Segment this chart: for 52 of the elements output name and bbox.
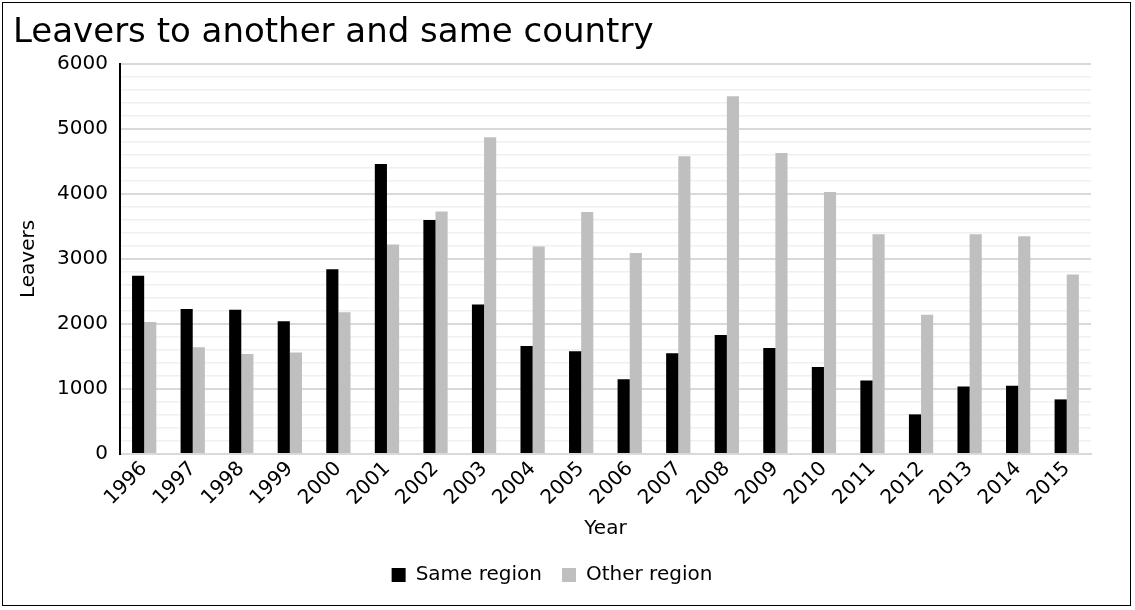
y-tick-label: 5000 — [56, 115, 108, 140]
bar — [484, 137, 497, 454]
bar — [520, 346, 533, 454]
bar — [386, 244, 400, 454]
bar — [569, 351, 582, 454]
bar — [435, 211, 448, 454]
bar — [581, 212, 594, 454]
bar — [666, 353, 679, 454]
legend-label: Same region — [415, 561, 542, 586]
bar — [823, 191, 837, 454]
bar — [872, 234, 885, 454]
y-tick-label: 2000 — [56, 310, 108, 335]
bar — [532, 246, 545, 454]
bar — [338, 312, 351, 454]
y-tick-label: 0 — [95, 440, 108, 465]
bar — [192, 347, 205, 454]
bar — [714, 335, 727, 454]
bar — [678, 156, 691, 454]
legend-label: Other region — [585, 561, 713, 586]
bar — [1054, 399, 1067, 454]
bar — [957, 386, 970, 454]
chart-title: Leavers to another and same country — [13, 10, 654, 51]
bar — [860, 380, 873, 454]
bar — [1006, 385, 1019, 454]
bar — [763, 348, 776, 454]
bar — [471, 304, 485, 454]
bar — [289, 352, 302, 454]
y-tick-label: 4000 — [56, 180, 108, 205]
bar — [617, 379, 630, 454]
bar — [1018, 236, 1031, 454]
bar — [423, 219, 436, 454]
bar — [775, 152, 788, 454]
bar — [1066, 274, 1079, 454]
bar — [180, 309, 193, 454]
bar — [241, 353, 254, 454]
y-axis-title: Leavers — [15, 219, 40, 298]
bar — [374, 163, 387, 454]
bar — [144, 322, 157, 454]
bar — [908, 414, 922, 454]
bar — [921, 314, 934, 454]
bar — [811, 366, 824, 454]
bar — [726, 96, 739, 454]
y-tick-label: 6000 — [56, 50, 108, 74]
bar — [629, 253, 642, 454]
y-tick-label: 1000 — [56, 375, 108, 400]
bar — [969, 234, 982, 454]
bar — [326, 269, 339, 454]
y-tick-label: 3000 — [56, 245, 108, 270]
bar — [132, 275, 145, 454]
x-axis-title: Year — [583, 515, 628, 540]
bar — [229, 309, 242, 454]
bar — [277, 321, 290, 454]
